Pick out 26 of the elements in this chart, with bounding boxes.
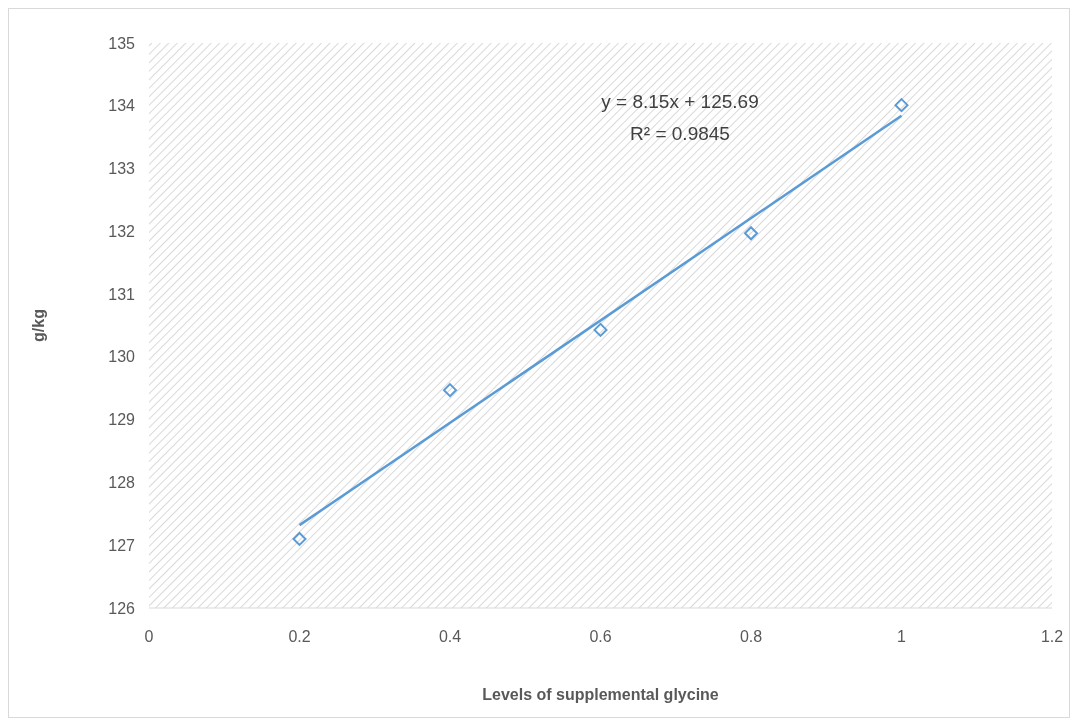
y-tick-label: 126 <box>108 599 136 617</box>
y-axis-title: g/kg <box>30 309 47 342</box>
x-tick-label: 0.2 <box>288 628 311 645</box>
x-tick-label: 0.4 <box>438 628 462 645</box>
y-tick-label: 130 <box>108 348 136 366</box>
x-axis-title: Levels of supplemental glycine <box>482 686 719 703</box>
point <box>443 383 457 398</box>
x-tick-label: 0 <box>144 628 154 645</box>
y-tick-label: 129 <box>108 411 136 429</box>
point <box>593 322 608 337</box>
x-tick-label: 1.2 <box>1040 628 1064 645</box>
point <box>292 531 307 546</box>
point <box>744 226 758 241</box>
y-tick-label: 128 <box>108 474 136 492</box>
x-tick-label: 1 <box>897 628 907 645</box>
annotation: R² = 0.9845 <box>630 123 730 144</box>
point <box>894 98 909 113</box>
y-tick-label: 127 <box>108 536 136 554</box>
y-tick-label: 134 <box>108 97 136 115</box>
x-tick-label: 0.8 <box>739 628 763 645</box>
y-tick-label: 135 <box>108 34 136 52</box>
x-tick-label: 0.6 <box>589 628 612 645</box>
annotation: y = 8.15x + 125.69 <box>601 91 759 112</box>
y-tick-label: 131 <box>108 285 136 303</box>
y-tick-label: 132 <box>108 222 136 240</box>
y-tick-label: 133 <box>108 160 136 178</box>
